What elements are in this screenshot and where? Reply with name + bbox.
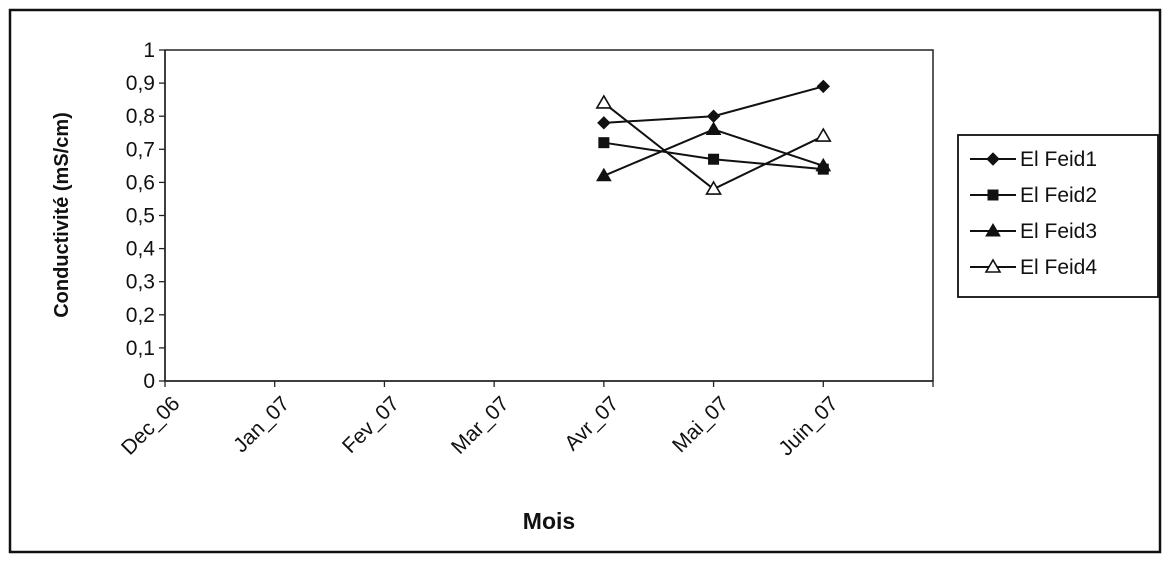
x-tick-label: Juin_07 (774, 392, 842, 460)
series-1 (597, 79, 830, 130)
legend-item: El Feid4 (970, 256, 1097, 279)
y-tick-label: 0,4 (126, 238, 156, 261)
legend-label: El Feid3 (1020, 220, 1097, 243)
legend-item: El Feid3 (970, 220, 1097, 243)
y-tick-label: 0,6 (126, 171, 155, 194)
plot-area (164, 49, 934, 382)
data-point (595, 167, 612, 182)
y-tick-label: 0,5 (126, 205, 155, 228)
y-tick-label: 0,8 (126, 105, 155, 128)
x-tick-label: Avr_07 (560, 392, 623, 455)
data-point (597, 116, 611, 130)
data-point (706, 109, 721, 123)
data-point (705, 180, 722, 195)
legend-item: El Feid2 (970, 184, 1097, 207)
legend-marker (986, 152, 1000, 166)
legend-marker (987, 189, 999, 201)
x-tick-label: Dec_06 (117, 392, 184, 459)
legend-marker (985, 223, 1001, 237)
x-tick-label: Fev_07 (338, 392, 404, 458)
chart-frame (8, 8, 1162, 554)
legend-label: El Feid1 (1020, 148, 1097, 171)
data-point (708, 153, 720, 165)
y-tick-label: 1 (143, 39, 155, 62)
series-layer (595, 79, 832, 195)
data-point (815, 157, 832, 172)
y-tick-label: 0,3 (126, 271, 155, 294)
y-axis-title: Conductivité (mS/cm) (51, 112, 73, 318)
series-3 (595, 121, 832, 182)
x-tick-label: Mar_07 (447, 392, 514, 459)
legend-marker (984, 258, 1002, 273)
data-point (598, 137, 610, 149)
x-axis-title: Mois (523, 508, 575, 534)
x-tick-label: Jan_07 (229, 392, 294, 457)
legend-label: El Feid4 (1020, 256, 1097, 279)
series-4 (595, 94, 832, 195)
y-tick-label: 0,9 (126, 72, 155, 95)
data-point (595, 94, 613, 109)
x-tick-label: Mai_07 (668, 392, 733, 457)
legend-label: El Feid2 (1020, 184, 1097, 207)
y-tick-label: 0 (143, 370, 155, 393)
legend: El Feid1 El Feid2 El Feid3 El Feid4 (957, 134, 1159, 298)
legend-item: El Feid1 (970, 148, 1097, 171)
data-point (705, 121, 722, 135)
axes: 0 0,1 0,2 0,3 0,4 0,5 0,6 0,7 0,8 0,9 1 Dec_06 Jan_0… (117, 39, 934, 460)
y-tick-label: 0,2 (126, 304, 155, 327)
data-point (814, 127, 832, 142)
y-tick-label: 0,1 (126, 337, 155, 360)
y-tick-label: 0,7 (126, 138, 155, 161)
data-point (816, 79, 830, 94)
